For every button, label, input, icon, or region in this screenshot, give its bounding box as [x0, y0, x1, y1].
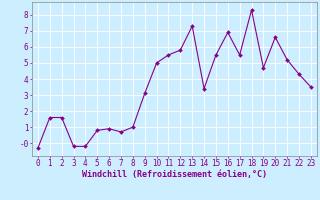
X-axis label: Windchill (Refroidissement éolien,°C): Windchill (Refroidissement éolien,°C) — [82, 170, 267, 179]
